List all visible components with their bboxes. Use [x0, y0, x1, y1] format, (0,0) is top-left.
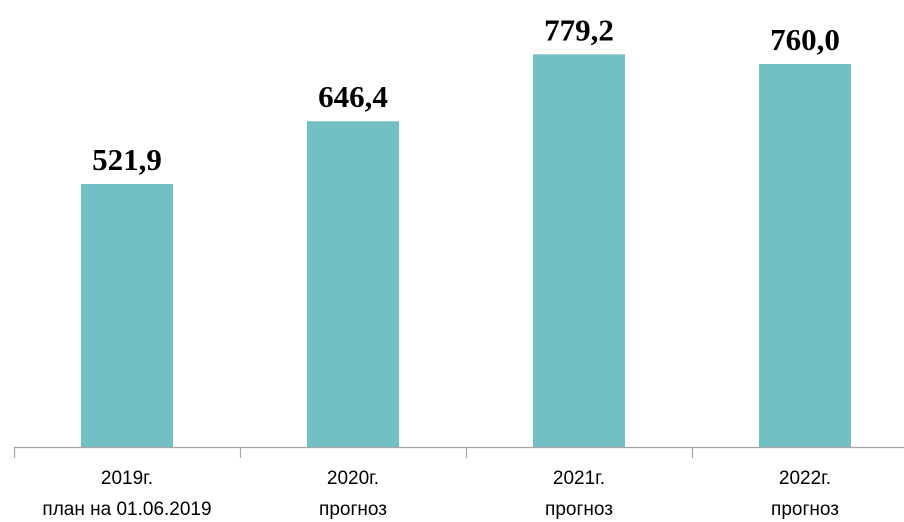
category-label-2-line-0: 2021г. — [553, 468, 605, 489]
x-axis — [13, 446, 904, 458]
bar-0 — [81, 183, 173, 447]
category-label-1-line-1: прогноз — [319, 499, 387, 520]
category-label-2-line-1: прогноз — [545, 499, 613, 520]
category-labels-group: 2019г. план на 01.06.2019 2020г. прогноз 202… — [42, 468, 839, 520]
value-label-1: 646,4 — [318, 79, 388, 114]
bars-group — [81, 54, 851, 447]
value-label-2: 779,2 — [544, 12, 614, 47]
bar-3 — [759, 64, 851, 447]
category-label-0-line-1: план на 01.06.2019 — [42, 499, 211, 520]
category-label-3-line-0: 2022г. — [779, 468, 831, 489]
category-label-1-line-0: 2020г. — [327, 468, 379, 489]
category-label-0-line-0: 2019г. — [101, 468, 153, 489]
value-label-3: 760,0 — [770, 22, 840, 57]
category-label-3-line-1: прогноз — [771, 499, 839, 520]
value-labels-group: 521,9 646,4 779,2 760,0 — [92, 12, 840, 177]
bar-2 — [533, 54, 625, 447]
bar-1 — [307, 121, 399, 447]
value-label-0: 521,9 — [92, 142, 162, 177]
